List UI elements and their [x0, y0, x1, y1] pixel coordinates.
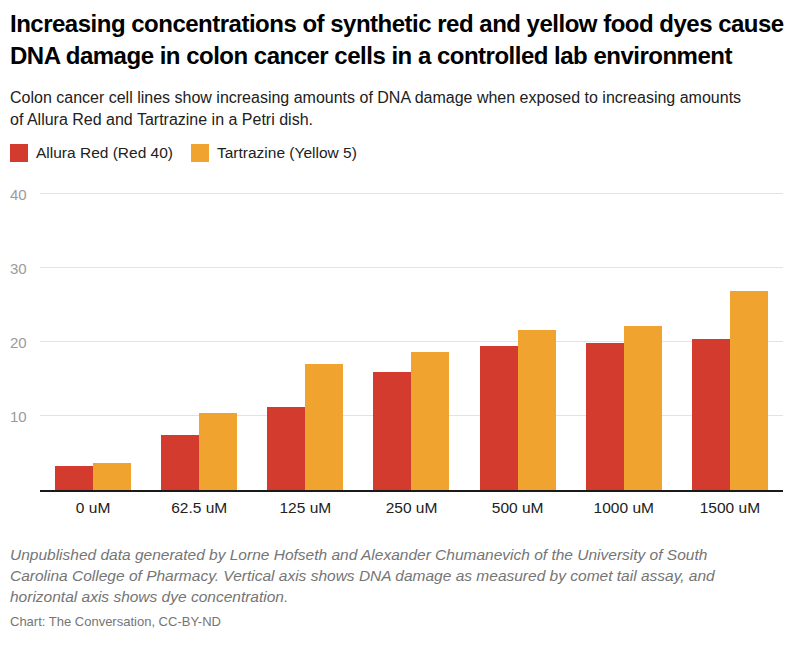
- bar-tartrazine-yellow-5: [624, 326, 662, 490]
- bar-group: [40, 178, 146, 490]
- bar-chart: 10203040 0 uM62.5 uM125 uM250 uM500 uM10…: [10, 178, 790, 517]
- x-axis-category-label: 125 uM: [252, 499, 358, 517]
- plot-area: 10203040: [40, 178, 783, 492]
- x-axis-category-label: 1500 uM: [677, 499, 783, 517]
- y-axis-tick-label: 10: [10, 408, 36, 425]
- bar-group: [358, 178, 464, 490]
- bar-group: [677, 178, 783, 490]
- chart-title: Increasing concentrations of synthetic r…: [10, 8, 790, 72]
- legend-item: Tartrazine (Yellow 5): [191, 144, 357, 162]
- legend-item: Allura Red (Red 40): [10, 144, 173, 162]
- bar-group: [252, 178, 358, 490]
- bar-allura-red-red-40: [267, 407, 305, 490]
- legend-label: Allura Red (Red 40): [36, 144, 173, 162]
- legend: Allura Red (Red 40) Tartrazine (Yellow 5): [10, 144, 790, 162]
- bar-allura-red-red-40: [373, 372, 411, 490]
- legend-swatch: [10, 144, 28, 162]
- x-axis-category-label: 250 uM: [358, 499, 464, 517]
- bar-groups: [40, 178, 783, 490]
- bar-allura-red-red-40: [586, 343, 624, 490]
- chart-subtitle: Colon cancer cell lines show increasing …: [10, 87, 755, 131]
- bar-tartrazine-yellow-5: [730, 291, 768, 490]
- bar-allura-red-red-40: [692, 339, 730, 490]
- bar-group: [571, 178, 677, 490]
- x-axis-category-label: 62.5 uM: [146, 499, 252, 517]
- x-axis-category-label: 0 uM: [40, 499, 146, 517]
- x-axis-category-label: 1000 uM: [571, 499, 677, 517]
- bar-allura-red-red-40: [55, 466, 93, 490]
- y-axis-tick-label: 20: [10, 334, 36, 351]
- y-axis-tick-label: 40: [10, 186, 36, 203]
- bar-tartrazine-yellow-5: [199, 413, 237, 490]
- bar-group: [465, 178, 571, 490]
- bar-group: [146, 178, 252, 490]
- x-axis-labels: 0 uM62.5 uM125 uM250 uM500 uM1000 uM1500…: [40, 492, 783, 517]
- bar-tartrazine-yellow-5: [305, 364, 343, 490]
- x-axis-category-label: 500 uM: [465, 499, 571, 517]
- bar-allura-red-red-40: [480, 346, 518, 490]
- chart-page: Increasing concentrations of synthetic r…: [0, 0, 800, 668]
- bar-tartrazine-yellow-5: [411, 352, 449, 490]
- y-axis-tick-label: 30: [10, 260, 36, 277]
- bar-allura-red-red-40: [161, 435, 199, 490]
- bar-tartrazine-yellow-5: [518, 330, 556, 490]
- source-note: Unpublished data generated by Lorne Hofs…: [10, 544, 760, 607]
- bar-tartrazine-yellow-5: [93, 463, 131, 490]
- legend-swatch: [191, 144, 209, 162]
- legend-label: Tartrazine (Yellow 5): [217, 144, 357, 162]
- credit-line: Chart: The Conversation, CC-BY-ND: [10, 614, 790, 629]
